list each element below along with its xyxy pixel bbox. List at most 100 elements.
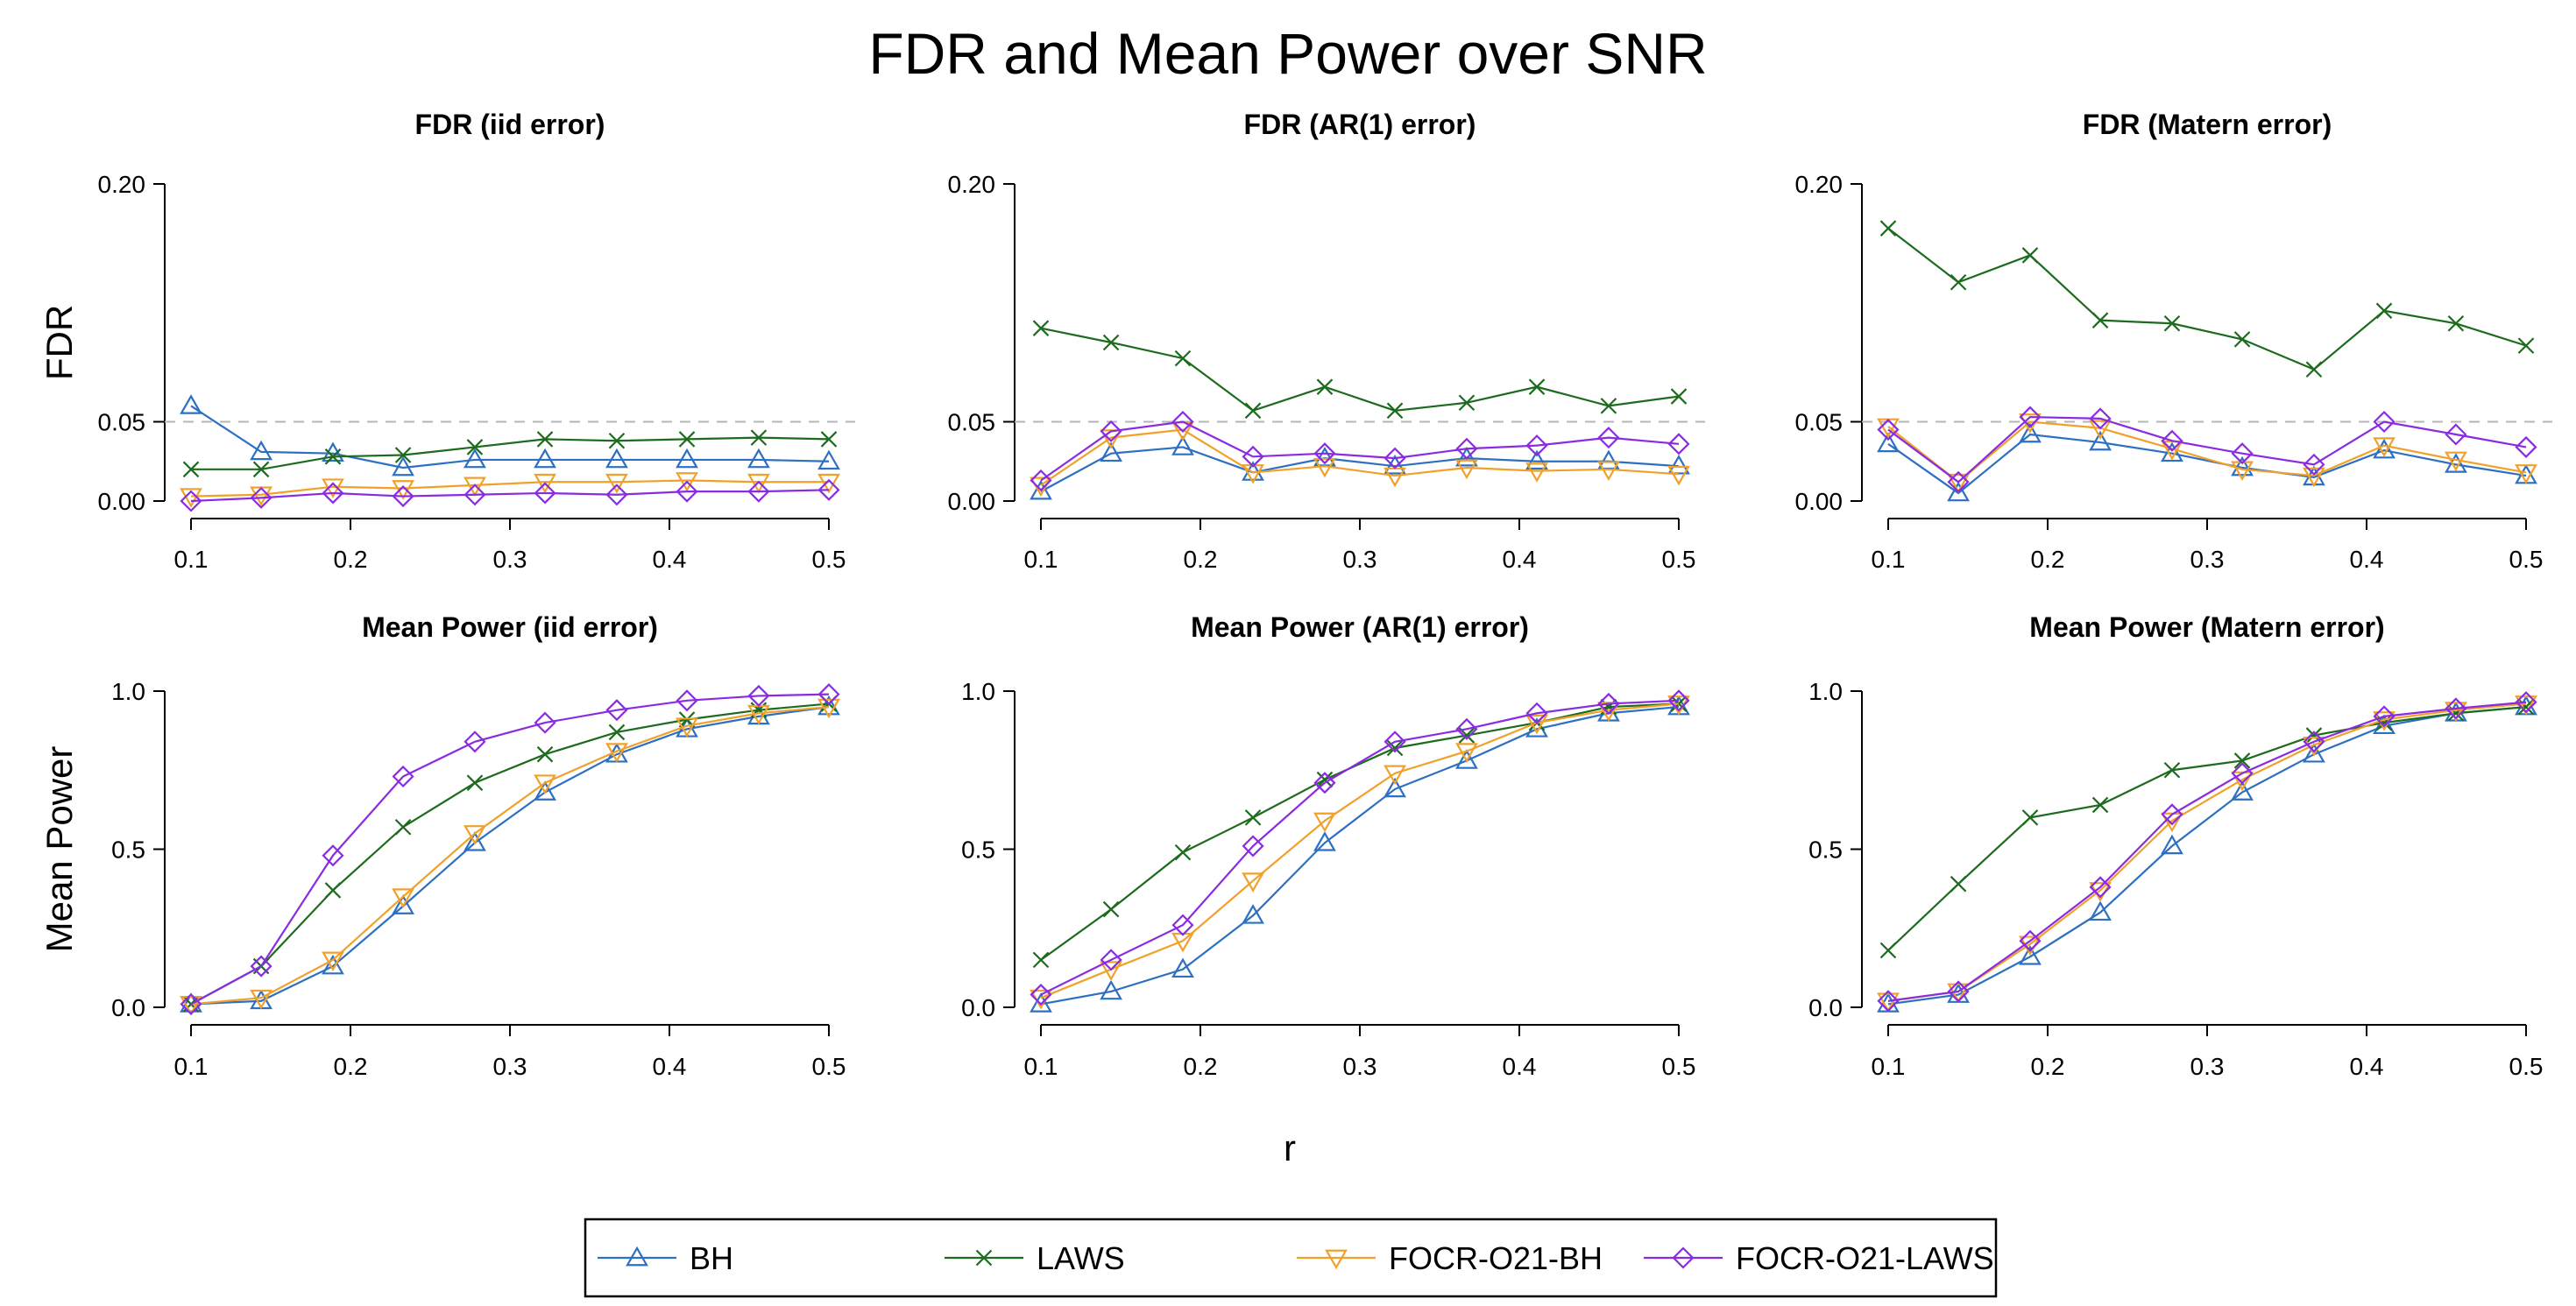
data-point: [1597, 692, 1620, 715]
series-FOCR-O21-LAWS: [1030, 410, 1690, 492]
data-point: [2303, 453, 2325, 476]
x-tick-label: 0.2: [1184, 1053, 1218, 1080]
panel-4: Mean Power (iid error) 0.1 0.2 0.3 0.4 0.5 0.0…: [39, 611, 846, 1080]
panel-title: Mean Power (Matern error): [2029, 611, 2384, 643]
data-point: [2231, 455, 2254, 477]
x-tick-label: 0.5: [1662, 1053, 1696, 1080]
series-line: [190, 702, 830, 1006]
data-point: [678, 431, 696, 448]
legend-label: BH: [690, 1240, 733, 1276]
data-point: [534, 448, 556, 469]
data-point: [1597, 427, 1620, 449]
data-point: [1242, 835, 1264, 858]
series-line: [1040, 327, 1680, 413]
data-point: [2445, 453, 2467, 473]
y-tick-label: 0.00: [1795, 488, 1844, 515]
data-point: [676, 472, 698, 492]
data-point: [182, 461, 200, 478]
y-tick-label: 0.20: [98, 171, 146, 198]
x-tick-label: 0.1: [1872, 546, 1906, 573]
data-point: [1525, 702, 1548, 724]
data-point: [1100, 420, 1122, 442]
data-point: [2231, 780, 2254, 801]
series-line: [1040, 702, 1680, 999]
data-point: [1525, 462, 1548, 483]
data-point: [536, 431, 554, 448]
series-LAWS: [1879, 220, 2535, 378]
series-line: [1040, 702, 1680, 961]
series-line: [1040, 699, 1680, 996]
x-tick-label: 0.4: [2350, 1053, 2384, 1080]
x-tick-label: 0.4: [653, 546, 687, 573]
data-point: [605, 448, 628, 469]
panel-title: Mean Power (iid error): [362, 611, 658, 643]
data-point: [1950, 875, 1967, 893]
data-point: [1316, 771, 1334, 788]
data-point: [1242, 445, 1264, 468]
data-point: [2231, 762, 2254, 785]
data-point: [1032, 320, 1050, 336]
data-point: [2163, 761, 2181, 779]
data-point: [1030, 984, 1052, 1006]
data-point: [676, 689, 698, 712]
data-point: [2517, 337, 2535, 354]
series-line: [190, 693, 830, 1006]
data-point: [1525, 434, 1548, 457]
y-tick-label: 0.20: [948, 171, 996, 198]
data-point: [605, 473, 628, 494]
data-point: [2019, 929, 2042, 952]
data-point: [817, 449, 840, 470]
legend-entry: LAWS: [945, 1240, 1125, 1276]
series-LAWS: [1879, 698, 2535, 959]
data-point: [2161, 834, 2183, 855]
data-point: [1386, 739, 1404, 757]
data-point: [1528, 378, 1546, 395]
data-point: [250, 989, 272, 1010]
data-point: [676, 480, 698, 503]
x-axis-label: r: [1284, 1127, 1296, 1168]
data-point: [2161, 803, 2183, 826]
data-point: [1030, 469, 1052, 492]
data-point: [1242, 904, 1264, 924]
data-point: [2445, 423, 2467, 446]
data-point: [1174, 844, 1192, 861]
data-point: [747, 480, 770, 503]
data-point: [1667, 433, 1690, 455]
series-line: [1040, 420, 1680, 482]
series-FOCR-O21-BH: [180, 698, 840, 1016]
series-line: [191, 436, 830, 470]
data-point: [1455, 446, 1478, 467]
legend-entry: FOCR-O21-BH: [1297, 1240, 1603, 1276]
panels: FDR (iid error) 0.1 0.2 0.3 0.4 0.5 0.00 0.05 0.…: [39, 109, 2552, 1080]
legend-label: FOCR-O21-BH: [1389, 1240, 1603, 1276]
data-point: [817, 683, 840, 706]
data-point: [2445, 702, 2467, 722]
data-point: [608, 724, 626, 741]
data-point: [2303, 467, 2325, 488]
data-point: [180, 996, 202, 1016]
data-point: [1242, 872, 1264, 893]
data-point: [180, 992, 202, 1015]
y-tick-label: 0.5: [1808, 837, 1843, 864]
data-point: [1384, 467, 1406, 488]
x-tick-label: 0.4: [1503, 546, 1537, 573]
series-LAWS: [182, 429, 838, 478]
series-FOCR-O21-BH: [1877, 413, 2537, 494]
series-FOCR-O21-LAWS: [1877, 406, 2537, 493]
x-tick-label: 0.2: [334, 1053, 368, 1080]
x-tick-label: 0.5: [2509, 546, 2544, 573]
data-point: [534, 780, 556, 801]
data-point: [2303, 731, 2325, 753]
y-axis-label: Mean Power: [39, 746, 80, 953]
legend: BH LAWS FOCR-O21-BH FOCR-O21-LAWS: [584, 1218, 1998, 1298]
y-tick-label: 0.0: [111, 994, 145, 1021]
data-point: [1030, 992, 1052, 1013]
y-axis-label: FDR: [39, 305, 80, 380]
data-point: [1667, 465, 1690, 486]
x-tick-label: 0.3: [1343, 1053, 1377, 1080]
data-point: [1032, 951, 1050, 969]
series-FOCR-O21-BH: [1877, 695, 2537, 1013]
data-point: [820, 431, 838, 448]
panel-3: FDR (Matern error) 0.1 0.2 0.3 0.4 0.5 0.00 0.0…: [1795, 109, 2552, 573]
data-point: [2373, 438, 2396, 459]
